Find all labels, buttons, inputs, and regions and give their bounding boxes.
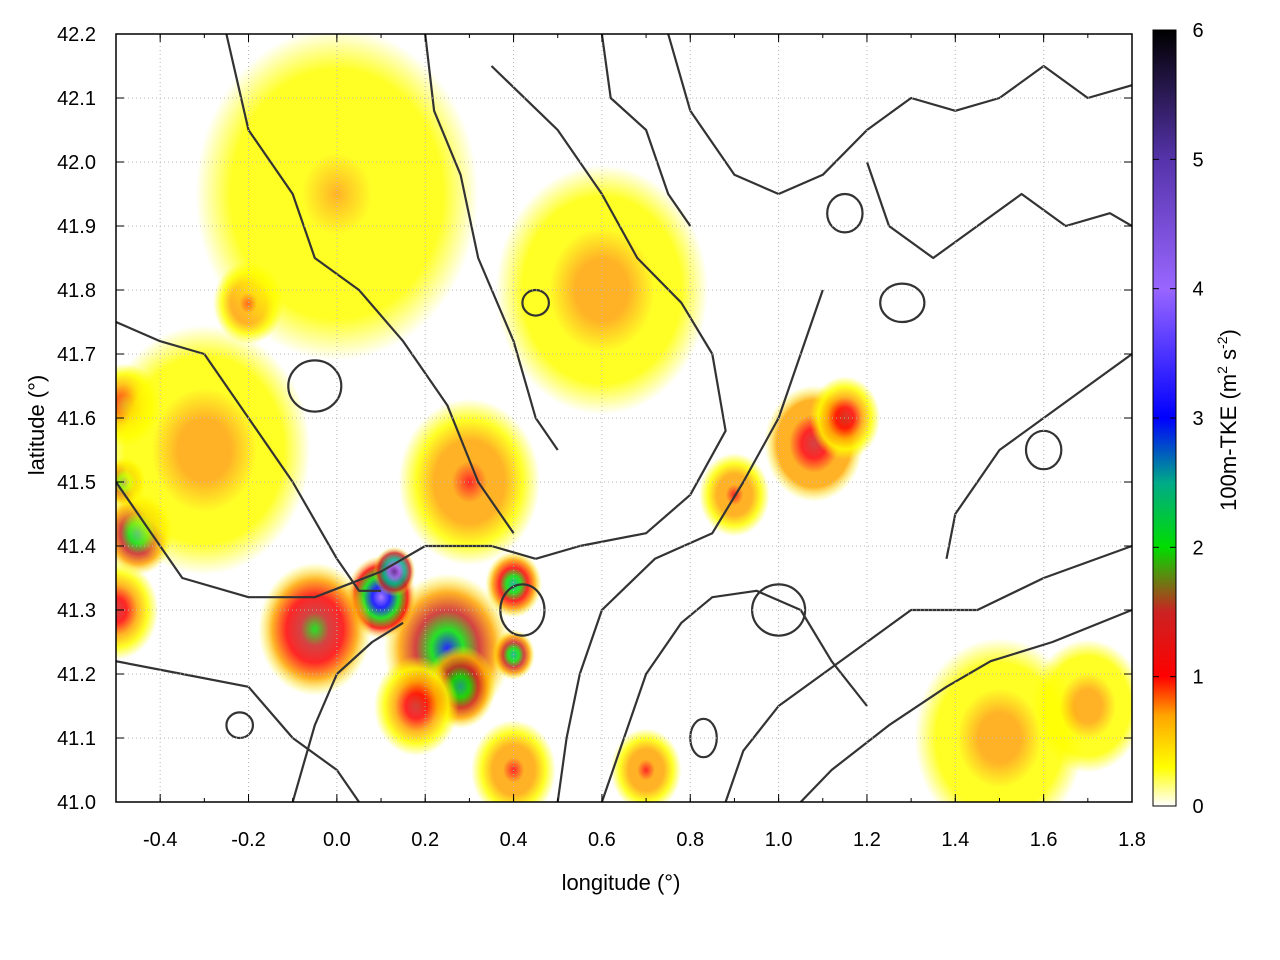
y-axis-ticks: 41.0 41.1 41.2 41.3 41.4 41.5 41.6 41.7 41.8 41.9… xyxy=(57,24,1132,814)
colorbar-ticks: 0 1 2 3 4 5 6 xyxy=(1153,20,1204,818)
colorbar-tick-label: 4 xyxy=(1192,279,1203,301)
x-tick-label: 0.4 xyxy=(500,829,528,851)
x-tick-label: 0.0 xyxy=(323,829,351,851)
contour-loop xyxy=(879,282,926,324)
colorbar-tick-label: 5 xyxy=(1192,149,1203,171)
heatmap-hotspot xyxy=(373,546,416,597)
contour-loop xyxy=(225,711,255,740)
heatmap-hotspot xyxy=(1031,639,1132,773)
y-tick-label: 41.7 xyxy=(57,344,96,366)
colorbar-label: 100m-TKE (m2 s-2) xyxy=(1214,329,1241,511)
heatmap-hotspot xyxy=(258,562,372,696)
heatmap-hotspot xyxy=(116,560,159,660)
y-tick-label: 42.2 xyxy=(57,24,96,46)
y-tick-label: 41.8 xyxy=(57,280,96,302)
heatmap-hotspot xyxy=(195,34,479,361)
heatmap-hotspot xyxy=(485,551,542,618)
contour-line xyxy=(600,589,868,802)
colorbar-tick-label: 0 xyxy=(1192,796,1203,818)
y-tick-label: 41.4 xyxy=(57,536,96,558)
contour-loop xyxy=(521,288,551,317)
contour-line xyxy=(600,34,692,227)
y-tick-label: 41.2 xyxy=(57,664,96,686)
contour-loop xyxy=(287,359,343,413)
contour-line xyxy=(667,34,1132,196)
colorbar-label-sup1: 2 xyxy=(1214,366,1230,374)
heatmap-hotspot xyxy=(116,325,311,575)
colorbar-label-sup2: -2 xyxy=(1214,336,1230,349)
x-axis-title: longitude (°) xyxy=(562,870,681,895)
x-tick-label: 0.8 xyxy=(676,829,704,851)
contour-line xyxy=(116,320,381,592)
heatmap-hotspot xyxy=(471,720,556,802)
y-tick-label: 41.5 xyxy=(57,472,96,494)
heatmap-hotspot xyxy=(373,656,459,756)
y-tick-label: 41.6 xyxy=(57,408,96,430)
x-tick-label: 0.2 xyxy=(411,829,439,851)
heatmap-hotspot xyxy=(398,398,541,566)
heatmap-hotspot xyxy=(610,728,682,802)
y-tick-label: 42.1 xyxy=(57,88,96,110)
y-tick-label: 41.1 xyxy=(57,728,96,750)
contour-line xyxy=(865,161,1132,260)
x-tick-label: -0.4 xyxy=(143,829,177,851)
x-tick-label: 0.6 xyxy=(588,829,616,851)
y-tick-label: 41.9 xyxy=(57,216,96,238)
contour-line xyxy=(799,608,1132,802)
colorbar-label-mid: s xyxy=(1216,349,1241,366)
x-tick-label: -0.2 xyxy=(231,829,265,851)
y-axis-title: latitude (°) xyxy=(24,375,49,476)
colorbar-tick-label: 6 xyxy=(1192,20,1203,42)
y-tick-label: 41.0 xyxy=(57,792,96,814)
x-tick-label: 1.4 xyxy=(941,829,969,851)
x-tick-label: 1.8 xyxy=(1118,829,1146,851)
contour-line xyxy=(116,481,537,599)
contour-line xyxy=(556,289,824,802)
colorbar-tick-label: 3 xyxy=(1192,408,1203,430)
x-tick-label: 1.0 xyxy=(765,829,793,851)
colorbar-tick-label: 1 xyxy=(1192,667,1203,689)
contour-line xyxy=(424,34,559,451)
heatmap-field xyxy=(116,34,1132,802)
x-axis-ticks: -0.4 -0.2 0.0 0.2 0.4 0.6 0.8 1.0 1.2 1.4 1.6 1.8 xyxy=(115,34,1146,851)
x-tick-label: 1.2 xyxy=(853,829,881,851)
contour-loop xyxy=(826,192,864,234)
colorbar-label-main: 100m-TKE (m xyxy=(1216,374,1241,511)
contour-line xyxy=(225,34,515,534)
x-tick-label: 1.6 xyxy=(1030,829,1058,851)
y-tick-label: 41.3 xyxy=(57,600,96,622)
colorbar-label-end: ) xyxy=(1216,329,1241,336)
y-tick-label: 42.0 xyxy=(57,152,96,174)
colorbar-tick-label: 2 xyxy=(1192,537,1203,559)
contour-line xyxy=(116,660,360,802)
